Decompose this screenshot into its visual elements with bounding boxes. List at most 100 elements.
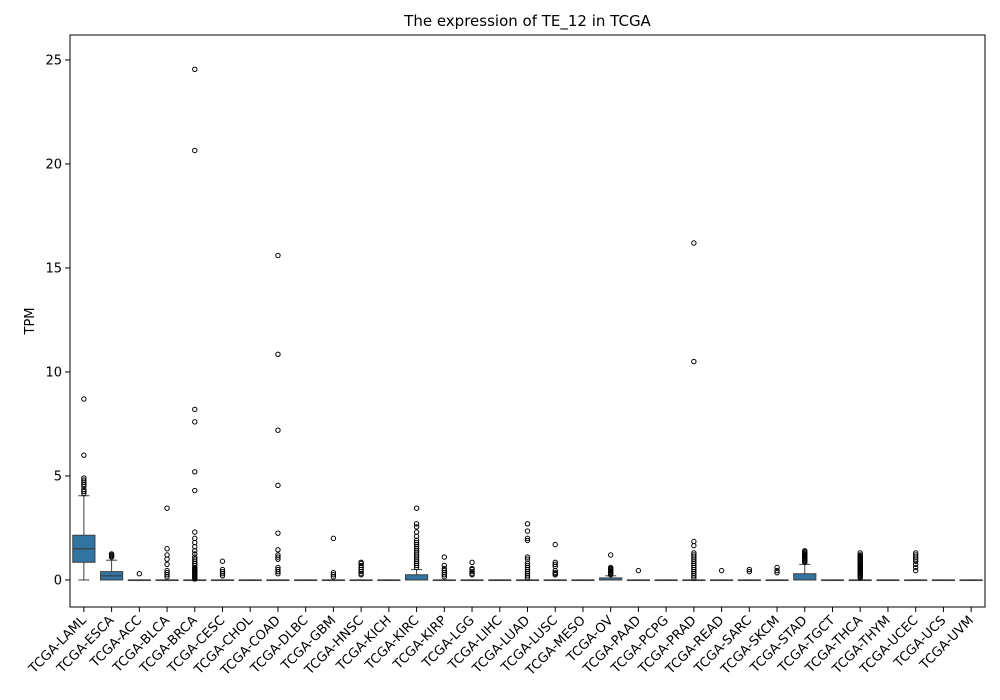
outlier-point [81,477,87,483]
outlier-point [912,561,919,568]
outlier-point [413,505,420,511]
y-tick-label: 20 [45,157,62,172]
outlier-point [275,554,281,560]
box-tcga-lusc [543,541,567,582]
outlier-point [192,535,198,542]
outlier-point [441,554,448,560]
box-tcga-esca [100,551,124,581]
outlier-point [219,566,226,573]
box-tcga-thca [848,550,872,582]
outlier-point [192,419,198,425]
outlier-point [164,569,170,576]
box-tcga-ov [599,552,623,581]
outlier-point [81,396,87,402]
box-tcga-sarc [737,566,761,582]
outlier-point [192,551,198,557]
box-tcga-acc [127,571,151,582]
outlier-point [275,482,281,489]
outlier-point [524,535,531,542]
outlier-point [857,550,863,556]
outlier-point [358,559,364,565]
outlier-point [81,486,87,493]
y-axis: 0 5 10 15 20 25 [45,53,70,588]
outlier-point [607,564,614,571]
outlier-point [81,475,87,481]
outlier-point [164,561,170,568]
outlier-point [192,487,198,494]
outlier-point [330,572,337,578]
outlier-point [552,561,558,568]
box-tcga-gbm [321,535,345,582]
outlier-point [192,529,198,535]
outlier-point [691,552,697,558]
outlier-point [275,566,281,573]
y-tick-label: 10 [45,365,62,380]
box-tcga-meso [571,579,595,582]
y-tick-label: 0 [54,573,62,588]
box-tcga-read [710,567,734,582]
outlier-point [275,351,281,357]
y-axis-title: TPM [23,308,38,336]
outlier-point [164,505,170,511]
outlier-point [441,565,448,572]
box-tcga-hnsc [349,559,373,582]
outlier-point [192,406,198,413]
y-tick-label: 15 [45,261,62,276]
y-tick-label: 25 [45,53,62,68]
outlier-point [413,524,420,530]
plot-frame [69,34,986,608]
y-tick-label: 5 [54,469,62,484]
outlier-point [912,567,919,574]
outlier-point [774,567,780,574]
outlier-point [552,569,558,576]
outlier-point [108,551,115,557]
box-tcga-luad [515,521,540,582]
outlier-point [192,554,198,560]
chart-title: The expression of TE_12 in TCGA [403,12,651,31]
outlier-point [774,564,780,571]
box-body [793,573,817,581]
outlier-point [275,530,281,536]
box-tcga-lihc [488,579,512,582]
outlier-point [330,535,337,542]
outlier-point [441,562,448,569]
x-axis: TCGA-LAMLTCGA-ESCATCGA-ACCTCGA-BLCATCGA-… [26,607,977,679]
box-tcga-coad [266,252,290,582]
outlier-point [469,559,475,565]
outlier-point [524,521,531,527]
outlier-point [524,562,531,569]
outlier-point [192,66,198,73]
outlier-point [136,571,143,577]
outlier-point [164,567,170,574]
outlier-point [275,252,281,259]
outlier-point [524,556,531,562]
outlier-point [441,567,448,574]
outlier-point [691,358,697,365]
outlier-point [552,541,558,548]
outlier-point [192,469,198,475]
outlier-point [718,567,725,574]
outlier-point [746,568,753,575]
outlier-point [81,488,87,495]
outlier-point [607,552,614,558]
box-tcga-cesc [210,558,235,582]
box-tcga-kirc [405,505,429,581]
outlier-point [275,547,281,553]
outlier-point [691,550,697,556]
outlier-point [219,568,226,575]
outlier-point [524,554,531,560]
box-tcga-stad [793,548,817,581]
box-tcga-chol [238,579,262,582]
outlier-point [81,452,87,458]
box-tcga-laml [72,396,96,581]
outlier-point [552,559,558,565]
outlier-point [691,240,697,246]
outlier-point [746,566,753,573]
box-tcga-prad [682,240,706,582]
outlier-point [802,548,808,554]
box-tcga-tgct [820,579,845,582]
outlier-point [275,427,281,433]
outlier-point [691,538,697,545]
box-series [72,66,983,582]
